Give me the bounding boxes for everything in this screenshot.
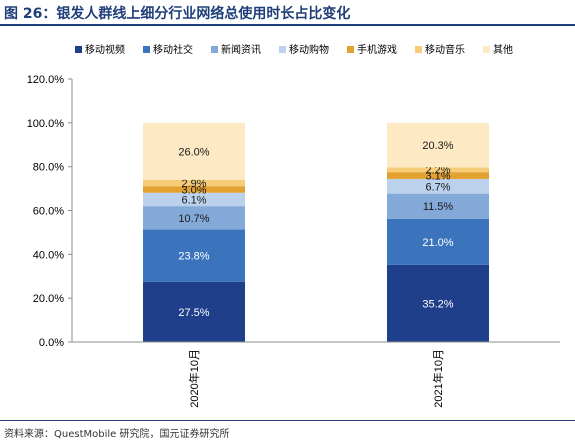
bars: 27.5% 23.8% 10.7% 6.1%3.0%2.9% 26.0% 35.2% 21.… <box>143 122 489 342</box>
y-tick-label: 40.0% <box>33 249 64 261</box>
source-note: 资料来源：QuestMobile 研究院，国元证券研究所 <box>4 429 230 440</box>
legend-swatch-5 <box>347 46 354 53</box>
bar-segment-2021-10-2 <box>387 218 489 265</box>
data-label: 21.0% <box>422 237 453 249</box>
x-tick-label: 2021年10月 <box>431 349 445 408</box>
y-tick-label: 0.0% <box>39 337 64 349</box>
x-tick-label: 2020年10月 <box>187 349 201 408</box>
y-tick-label: 20.0% <box>33 293 64 305</box>
stacked-bar-chart: 移动视频 移动社交 新闻资讯 移动购物 手机游戏 移动音乐 其他 0.0% 20.0% 40.0… <box>27 43 560 408</box>
bar-segment-2020-10-2 <box>143 229 245 282</box>
bar-segment-2021-10-7 <box>387 122 489 168</box>
bar-segment-2020-10-6 <box>143 179 245 187</box>
data-label: 6.7% <box>425 181 450 193</box>
data-label: 10.7% <box>178 213 209 225</box>
legend-swatch-6 <box>415 46 422 53</box>
data-label: 35.2% <box>422 298 453 310</box>
figure-title-bar: 图 26：银发人群线上细分行业网络总使用时长占比变化 <box>0 0 575 26</box>
data-label: 11.5% <box>423 201 454 213</box>
bar-segment-2020-10-4 <box>143 192 245 207</box>
legend-label-3: 新闻资讯 <box>221 43 261 56</box>
bar-segment-2020-10-1 <box>143 281 245 342</box>
bar-segment-2020-10-7 <box>143 122 245 180</box>
x-axis: 2020年10月 2021年10月 <box>72 341 560 408</box>
legend-swatch-1 <box>75 46 82 53</box>
bar-segment-2021-10-3 <box>387 193 489 219</box>
data-label: 26.0% <box>178 146 209 158</box>
y-tick-label: 80.0% <box>33 162 64 174</box>
legend-swatch-2 <box>143 46 150 53</box>
bar-segment-2020-10-3 <box>143 206 245 230</box>
bar-segment-2020-10-5 <box>143 186 245 193</box>
data-label: 3.0% <box>181 184 206 196</box>
legend-label-1: 移动视频 <box>85 43 125 56</box>
legend-label-5: 手机游戏 <box>357 43 397 56</box>
legend-swatch-7 <box>483 46 490 53</box>
legend-label-6: 移动音乐 <box>425 43 465 56</box>
y-tick-label: 120.0% <box>27 74 65 86</box>
legend-label-4: 移动购物 <box>289 43 329 56</box>
footer-rule <box>0 420 575 421</box>
bar-segment-2021-10-1 <box>387 264 489 342</box>
data-label: 23.8% <box>178 251 209 263</box>
y-axis: 0.0% 20.0% 40.0% 60.0% 80.0% 100.0% 120.0% <box>27 74 73 349</box>
data-label: 20.3% <box>422 140 453 152</box>
legend-swatch-3 <box>211 46 218 53</box>
figure-title: 图 26：银发人群线上细分行业网络总使用时长占比变化 <box>4 6 351 22</box>
bar-segment-2021-10-4 <box>387 178 489 194</box>
data-label: 2.9% <box>181 178 206 190</box>
y-tick-label: 100.0% <box>27 118 65 130</box>
data-label: 6.1% <box>181 194 206 206</box>
bar-segment-2021-10-5 <box>387 172 489 179</box>
data-label: 3.1% <box>425 171 450 183</box>
legend-label-7: 其他 <box>493 43 513 56</box>
bar-segment-2021-10-6 <box>387 167 489 173</box>
y-tick-label: 60.0% <box>33 206 64 218</box>
data-label: 27.5% <box>178 307 209 319</box>
legend-swatch-4 <box>279 46 286 53</box>
data-label: 2.2% <box>425 165 450 177</box>
legend: 移动视频 移动社交 新闻资讯 移动购物 手机游戏 移动音乐 其他 <box>75 43 513 56</box>
legend-label-2: 移动社交 <box>153 43 193 56</box>
